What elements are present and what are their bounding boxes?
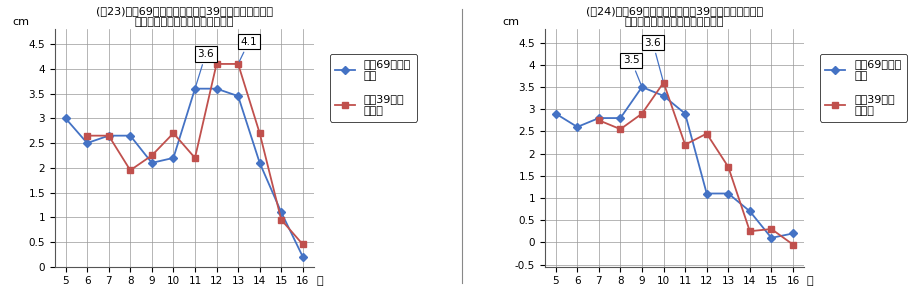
h <box>124 134 135 138</box>
h <box>60 117 71 120</box>
s <box>637 112 648 115</box>
Text: 3.5: 3.5 <box>623 55 640 84</box>
s <box>146 154 157 157</box>
s <box>701 132 712 135</box>
s <box>744 230 755 233</box>
h <box>146 161 157 165</box>
h <box>744 209 755 213</box>
Text: cm: cm <box>502 17 519 27</box>
h <box>81 141 92 145</box>
h <box>637 85 648 89</box>
h <box>232 94 243 98</box>
s <box>723 165 734 169</box>
s <box>81 134 92 138</box>
Text: 3.6: 3.6 <box>644 38 662 80</box>
h <box>572 125 583 129</box>
Text: cm: cm <box>12 17 29 27</box>
s <box>658 81 669 84</box>
h <box>766 236 777 240</box>
h <box>615 116 626 120</box>
s <box>211 62 222 66</box>
h <box>593 116 604 120</box>
h <box>297 255 308 259</box>
s <box>189 156 200 160</box>
s <box>232 62 243 66</box>
s <box>124 168 135 172</box>
h <box>723 192 734 195</box>
s <box>254 131 265 135</box>
s <box>593 119 604 122</box>
Text: 3.6: 3.6 <box>196 49 214 86</box>
s <box>168 131 179 135</box>
Legend: 平成69年度生
まれ, 昭和39年度
生まれ: 平成69年度生 まれ, 昭和39年度 生まれ <box>820 54 907 121</box>
h <box>658 94 669 98</box>
Line: h: h <box>63 86 306 260</box>
Title: (図23)平成69年度生まれと昭和39年度生まれの者の
年間発育量の比較（座高・男子）: (図23)平成69年度生まれと昭和39年度生まれの者の 年間発育量の比較（座高・… <box>96 6 273 27</box>
h <box>680 112 691 115</box>
Text: 4.1: 4.1 <box>240 37 257 61</box>
h <box>788 232 799 235</box>
s <box>615 127 626 131</box>
h <box>550 112 561 115</box>
s <box>275 218 286 222</box>
h <box>189 87 200 91</box>
Line: s: s <box>84 61 306 247</box>
Line: s: s <box>596 80 796 247</box>
h <box>211 87 222 91</box>
h <box>254 161 265 165</box>
s <box>766 227 777 231</box>
s <box>680 143 691 147</box>
s <box>297 243 308 246</box>
Text: 歳: 歳 <box>806 276 813 286</box>
Text: 歳: 歳 <box>317 276 323 286</box>
s <box>103 134 114 138</box>
h <box>168 156 179 160</box>
Line: h: h <box>553 84 796 241</box>
Legend: 平成69年度生
まれ, 昭和39年度
生まれ: 平成69年度生 まれ, 昭和39年度 生まれ <box>329 54 416 121</box>
s <box>788 243 799 246</box>
h <box>275 211 286 214</box>
Title: (図24)平成69年度生まれと昭和39年度生まれの者の
年間発育量の比較（座高・女子）: (図24)平成69年度生まれと昭和39年度生まれの者の 年間発育量の比較（座高・… <box>586 6 763 27</box>
h <box>103 134 114 138</box>
h <box>701 192 712 195</box>
